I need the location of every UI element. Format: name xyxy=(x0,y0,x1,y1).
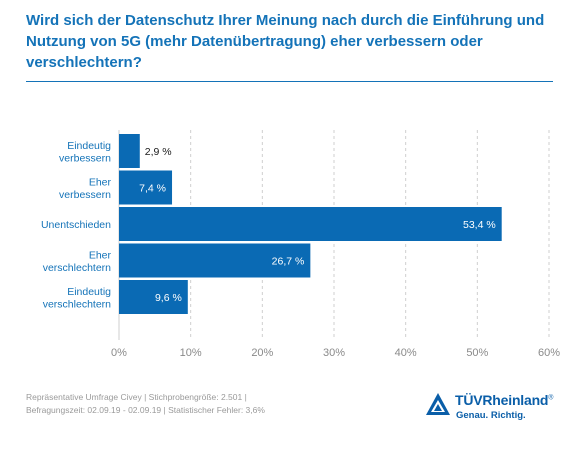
bar-value-label: 26,7 % xyxy=(272,256,305,268)
category-label: verbessern xyxy=(59,189,111,201)
category-label: Eher xyxy=(89,249,112,261)
chart-value-labels: 2,9 % 7,4 % 53,4 % 26,7 % 9,6 % xyxy=(139,146,496,304)
tuv-triangle-logo-icon xyxy=(426,393,450,415)
x-tick-label: 20% xyxy=(251,347,273,359)
survey-footnote: Repräsentative Umfrage Civey | Stichprob… xyxy=(26,391,356,417)
bar xyxy=(119,280,188,314)
bar-value-label: 7,4 % xyxy=(139,183,166,195)
logo-tagline: Genau. Richtig. xyxy=(456,410,526,421)
category-label: verbessern xyxy=(59,152,111,164)
footnote-line-1: Repräsentative Umfrage Civey | Stichprob… xyxy=(26,392,247,402)
bar xyxy=(119,207,502,241)
x-tick-label: 40% xyxy=(395,347,417,359)
bar xyxy=(119,134,140,168)
tuv-rheinland-logo: TÜVRheinland® Genau. Richtig. xyxy=(425,388,565,433)
title-divider xyxy=(26,81,553,82)
logo-wordmark: TÜVRheinland® xyxy=(455,392,554,408)
category-label: Eindeutig xyxy=(67,140,111,152)
bar-value-label: 2,9 % xyxy=(145,146,172,158)
bar-chart: 2,9 %7,4 %53,4 %26,7 %9,6 % Eindeutigver… xyxy=(41,130,560,359)
category-label: Unentschieden xyxy=(41,219,111,231)
bar xyxy=(119,243,311,278)
bar xyxy=(119,170,173,205)
category-label: Eindeutig xyxy=(67,286,111,298)
chart-x-axis-ticks: 0% 10% 20% 30% 40% 50% 60% xyxy=(111,347,560,359)
chart-title: Wird sich der Datenschutz Ihrer Meinung … xyxy=(26,12,545,71)
bar-value-label: 53,4 % xyxy=(463,219,496,231)
x-tick-label: 60% xyxy=(538,347,560,359)
x-tick-label: 50% xyxy=(466,347,488,359)
footnote-line-2: Befragungszeit: 02.09.19 - 02.09.19 | St… xyxy=(26,405,265,415)
bar-value-label: 9,6 % xyxy=(155,292,182,304)
category-label: Eher xyxy=(89,176,112,188)
chart-bars xyxy=(119,134,502,314)
chart-category-labels: EindeutigverbessernEherverbessernUnentsc… xyxy=(41,140,112,311)
x-tick-label: 30% xyxy=(323,347,345,359)
category-label: verschlechtern xyxy=(43,298,111,310)
x-tick-label: 0% xyxy=(111,347,127,359)
x-tick-label: 10% xyxy=(180,347,202,359)
category-label: verschlechtern xyxy=(43,262,111,274)
